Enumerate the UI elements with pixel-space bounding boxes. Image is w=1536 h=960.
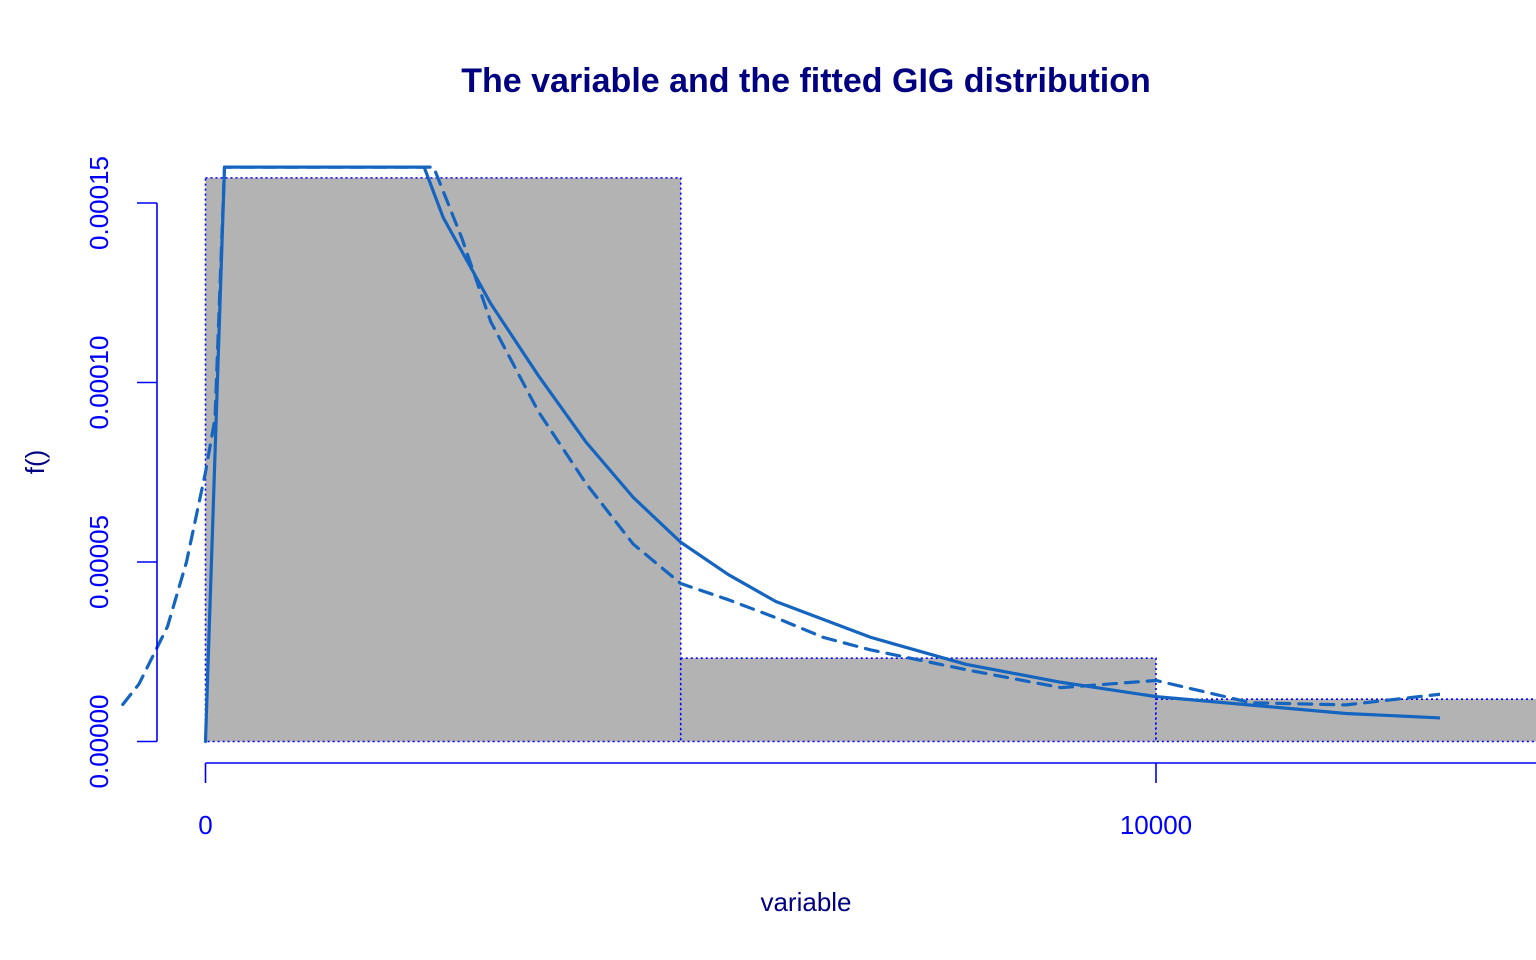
density-curves (120, 165, 1440, 744)
y-tick-label-0.00010: 0.00010 (84, 336, 114, 430)
y-axis: 0.00000 0.00005 0.00010 0.00015 (84, 156, 158, 789)
solid-density-curve (203, 165, 1440, 744)
x-axis-label: variable (760, 887, 851, 917)
histogram-bars (204, 177, 1536, 743)
x-tick-label-0: 0 (198, 810, 212, 840)
chart-title: The variable and the fitted GIG distribu… (461, 62, 1151, 100)
histogram-bar-1 (204, 177, 682, 743)
x-axis: 0100002000030000 (198, 762, 1536, 840)
y-tick-label-0.00005: 0.00005 (84, 515, 114, 609)
x-tick-label-10000: 10000 (1120, 810, 1192, 840)
y-tick-label-0.00000: 0.00000 (84, 695, 114, 789)
dashed-density-curve (120, 165, 1440, 711)
y-tick-label-0.00015: 0.00015 (84, 156, 114, 250)
y-axis-label: f() (20, 450, 50, 475)
histogram-bar-2 (679, 657, 1157, 743)
